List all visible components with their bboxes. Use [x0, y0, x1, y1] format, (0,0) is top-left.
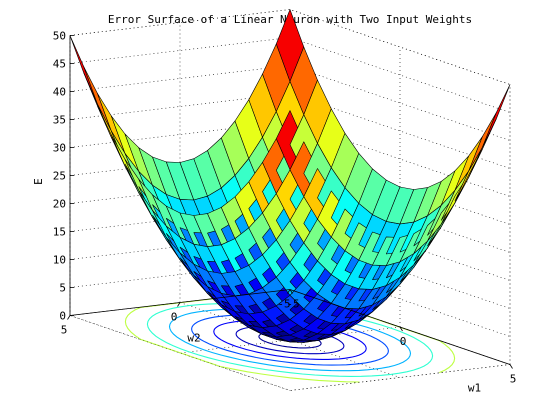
w2-axis-ticks: -505	[61, 289, 291, 337]
z-tick-label: 5	[59, 282, 66, 295]
z-axis-label: E	[32, 178, 45, 185]
z-tick-label: 10	[53, 254, 66, 267]
z-tick-label: 25	[53, 170, 66, 183]
z-grid-line	[69, 65, 511, 141]
surface-patch	[69, 35, 98, 105]
x-tick-mark	[509, 364, 513, 369]
x-tick-label: 0	[400, 335, 407, 348]
contour-line	[168, 308, 412, 372]
surface-patch	[454, 136, 483, 191]
z-grid-line	[69, 121, 511, 197]
contour-line	[191, 314, 389, 366]
y-tick-label: -5	[277, 298, 290, 311]
x-grid-floor-line	[289, 364, 511, 391]
x-tick-label: -5	[286, 298, 299, 311]
surface-patch	[482, 84, 511, 148]
z-tick-label: 40	[53, 86, 66, 99]
x-tick-mark	[289, 289, 293, 294]
z-tick-label: 30	[53, 142, 66, 155]
top-edge	[69, 9, 511, 85]
y-tick-label: 0	[171, 311, 178, 324]
z-tick-label: 45	[53, 58, 66, 71]
y-tick-mark	[177, 302, 181, 307]
x-grid-floor-line	[179, 326, 401, 354]
x-tick-label: 5	[510, 373, 517, 386]
y-tick-mark	[287, 289, 291, 294]
surface-patch	[468, 112, 497, 172]
z-grid-line	[69, 261, 511, 337]
x-axis-label: w1	[468, 382, 481, 395]
z-tick-label: 20	[53, 198, 66, 211]
w1-axis-ticks: -5 0 5	[286, 289, 517, 386]
z-tick-label: 35	[53, 114, 66, 127]
z-tick-label: 0	[59, 310, 66, 323]
z-grid-line	[69, 233, 511, 309]
surface-plot	[69, 9, 511, 343]
y-tick-label: 5	[61, 324, 68, 337]
contour-line	[146, 303, 434, 377]
surface-patch	[97, 93, 126, 154]
x-tick-mark	[399, 326, 403, 332]
z-tick-label: 15	[53, 226, 66, 239]
z-grid-line	[69, 37, 511, 113]
surface-patch	[83, 66, 112, 132]
y-axis-label: w2	[187, 331, 200, 344]
z-tick-label: 50	[53, 30, 66, 43]
y-tick-mark	[67, 315, 71, 320]
contour-line	[213, 320, 367, 360]
z-grid-line	[69, 205, 511, 281]
z-axis-ticks: 0 5 10 15 20 25 30 35 40 45 50	[53, 30, 74, 323]
z-grid-line	[69, 93, 511, 169]
